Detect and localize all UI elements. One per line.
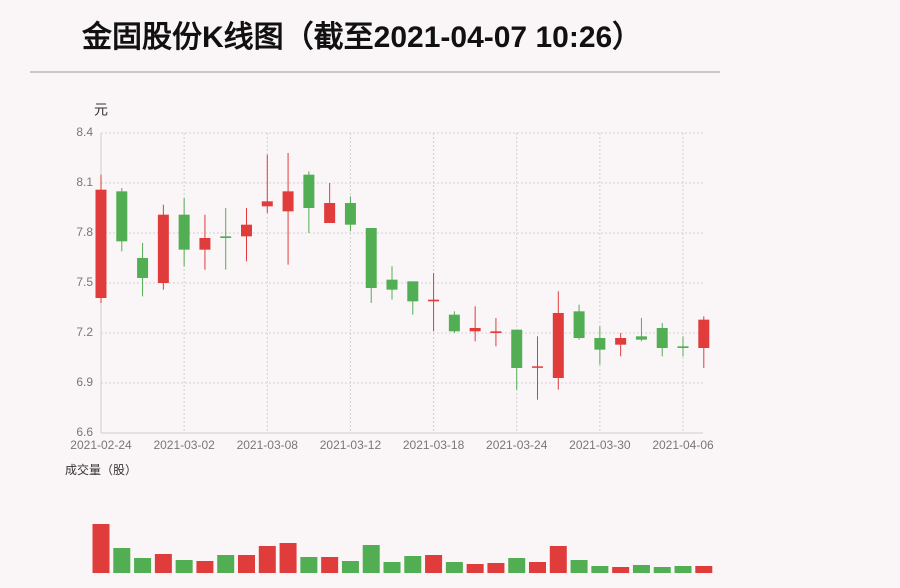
- candle-body: [594, 338, 606, 350]
- candle-body: [532, 366, 544, 368]
- candle-body: [199, 238, 211, 250]
- candle-body: [677, 346, 689, 348]
- volume-bar: [383, 562, 401, 573]
- candle-body: [469, 328, 481, 332]
- x-tick-label: 2021-03-24: [486, 438, 548, 452]
- y-axis-label: 元: [94, 102, 108, 118]
- candle-body: [137, 258, 149, 278]
- volume-bar: [445, 562, 463, 573]
- candle-body: [282, 191, 294, 212]
- y-tick-label: 7.2: [76, 325, 93, 339]
- candle-body: [220, 236, 232, 238]
- y-tick-label: 8.1: [76, 175, 93, 189]
- volume-bar: [92, 524, 110, 573]
- volume-bar: [695, 566, 713, 573]
- candle-body: [365, 228, 377, 288]
- candle-body: [386, 279, 398, 290]
- y-tick-label: 7.8: [76, 225, 93, 239]
- volume-bar: [508, 558, 526, 573]
- volume-label: 成交量（股）: [65, 462, 137, 477]
- x-tick-label: 2021-04-06: [652, 438, 714, 452]
- chart-title: 金固股份K线图（截至2021-04-07 10:26）: [81, 20, 642, 54]
- candle-body: [635, 336, 647, 340]
- candle-body: [324, 203, 336, 223]
- candle-body: [407, 281, 419, 302]
- volume-bar: [196, 561, 214, 573]
- candle-body: [344, 203, 356, 225]
- candle-body: [116, 191, 128, 242]
- volume-bar: [632, 565, 650, 573]
- candle-body: [261, 201, 273, 207]
- x-tick-label: 2021-02-24: [70, 438, 132, 452]
- volume-bar: [570, 560, 588, 573]
- y-tick-label: 6.9: [76, 375, 93, 389]
- candle-body: [303, 174, 315, 208]
- x-tick-label: 2021-03-02: [153, 438, 215, 452]
- volume-bar: [653, 567, 671, 573]
- candle-body: [698, 319, 710, 348]
- volume-bar: [134, 558, 152, 573]
- volume-bar: [154, 554, 172, 573]
- volume-bar: [612, 567, 630, 573]
- volume-bar: [487, 563, 505, 573]
- candle-body: [656, 328, 668, 348]
- volume-bar: [425, 555, 443, 573]
- candle-body: [157, 214, 169, 283]
- volume-bar: [175, 560, 193, 573]
- volume-bar: [404, 556, 422, 573]
- y-tick-label: 7.5: [76, 275, 93, 289]
- volume-bar: [674, 566, 692, 573]
- volume-bar: [321, 557, 339, 573]
- candle-body: [511, 329, 523, 368]
- candle-body: [241, 224, 253, 237]
- volume-bar: [258, 546, 276, 573]
- candle-body: [615, 338, 627, 345]
- y-tick-label: 6.6: [76, 425, 93, 439]
- candle-body: [552, 313, 564, 378]
- volume-bar: [113, 548, 131, 573]
- candle-body: [448, 314, 460, 332]
- x-tick-label: 2021-03-08: [237, 438, 299, 452]
- volume-bar: [591, 566, 609, 573]
- candle-body: [428, 299, 440, 302]
- x-tick-label: 2021-03-12: [320, 438, 382, 452]
- candle-body: [95, 189, 107, 298]
- candle-body: [573, 311, 585, 338]
- volume-bar: [238, 555, 256, 573]
- x-tick-label: 2021-03-18: [403, 438, 465, 452]
- volume-bar: [217, 555, 235, 573]
- candle-body: [490, 331, 502, 333]
- x-tick-label: 2021-03-30: [569, 438, 631, 452]
- volume-bar: [529, 562, 547, 573]
- volume-bar: [549, 546, 567, 573]
- volume-bar: [300, 557, 318, 573]
- y-tick-label: 8.4: [76, 125, 93, 139]
- candle-body: [178, 214, 190, 250]
- volume-bar: [362, 545, 380, 573]
- volume-bar: [279, 543, 297, 573]
- volume-bar: [341, 561, 359, 573]
- volume-bar: [466, 564, 484, 573]
